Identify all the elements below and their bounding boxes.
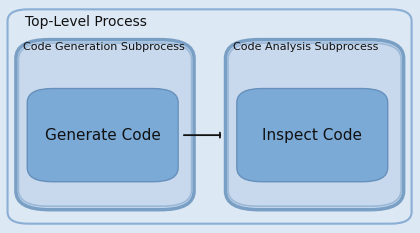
FancyBboxPatch shape — [226, 40, 404, 210]
FancyBboxPatch shape — [228, 43, 401, 206]
Text: Code Generation Subprocess: Code Generation Subprocess — [24, 42, 185, 52]
Text: Code Analysis Subprocess: Code Analysis Subprocess — [233, 42, 378, 52]
FancyBboxPatch shape — [18, 43, 192, 206]
FancyBboxPatch shape — [27, 89, 178, 182]
FancyBboxPatch shape — [16, 40, 194, 210]
Text: Inspect Code: Inspect Code — [262, 128, 362, 143]
Text: Top-Level Process: Top-Level Process — [25, 15, 147, 29]
FancyBboxPatch shape — [8, 9, 412, 224]
FancyBboxPatch shape — [237, 89, 388, 182]
Text: Generate Code: Generate Code — [45, 128, 160, 143]
